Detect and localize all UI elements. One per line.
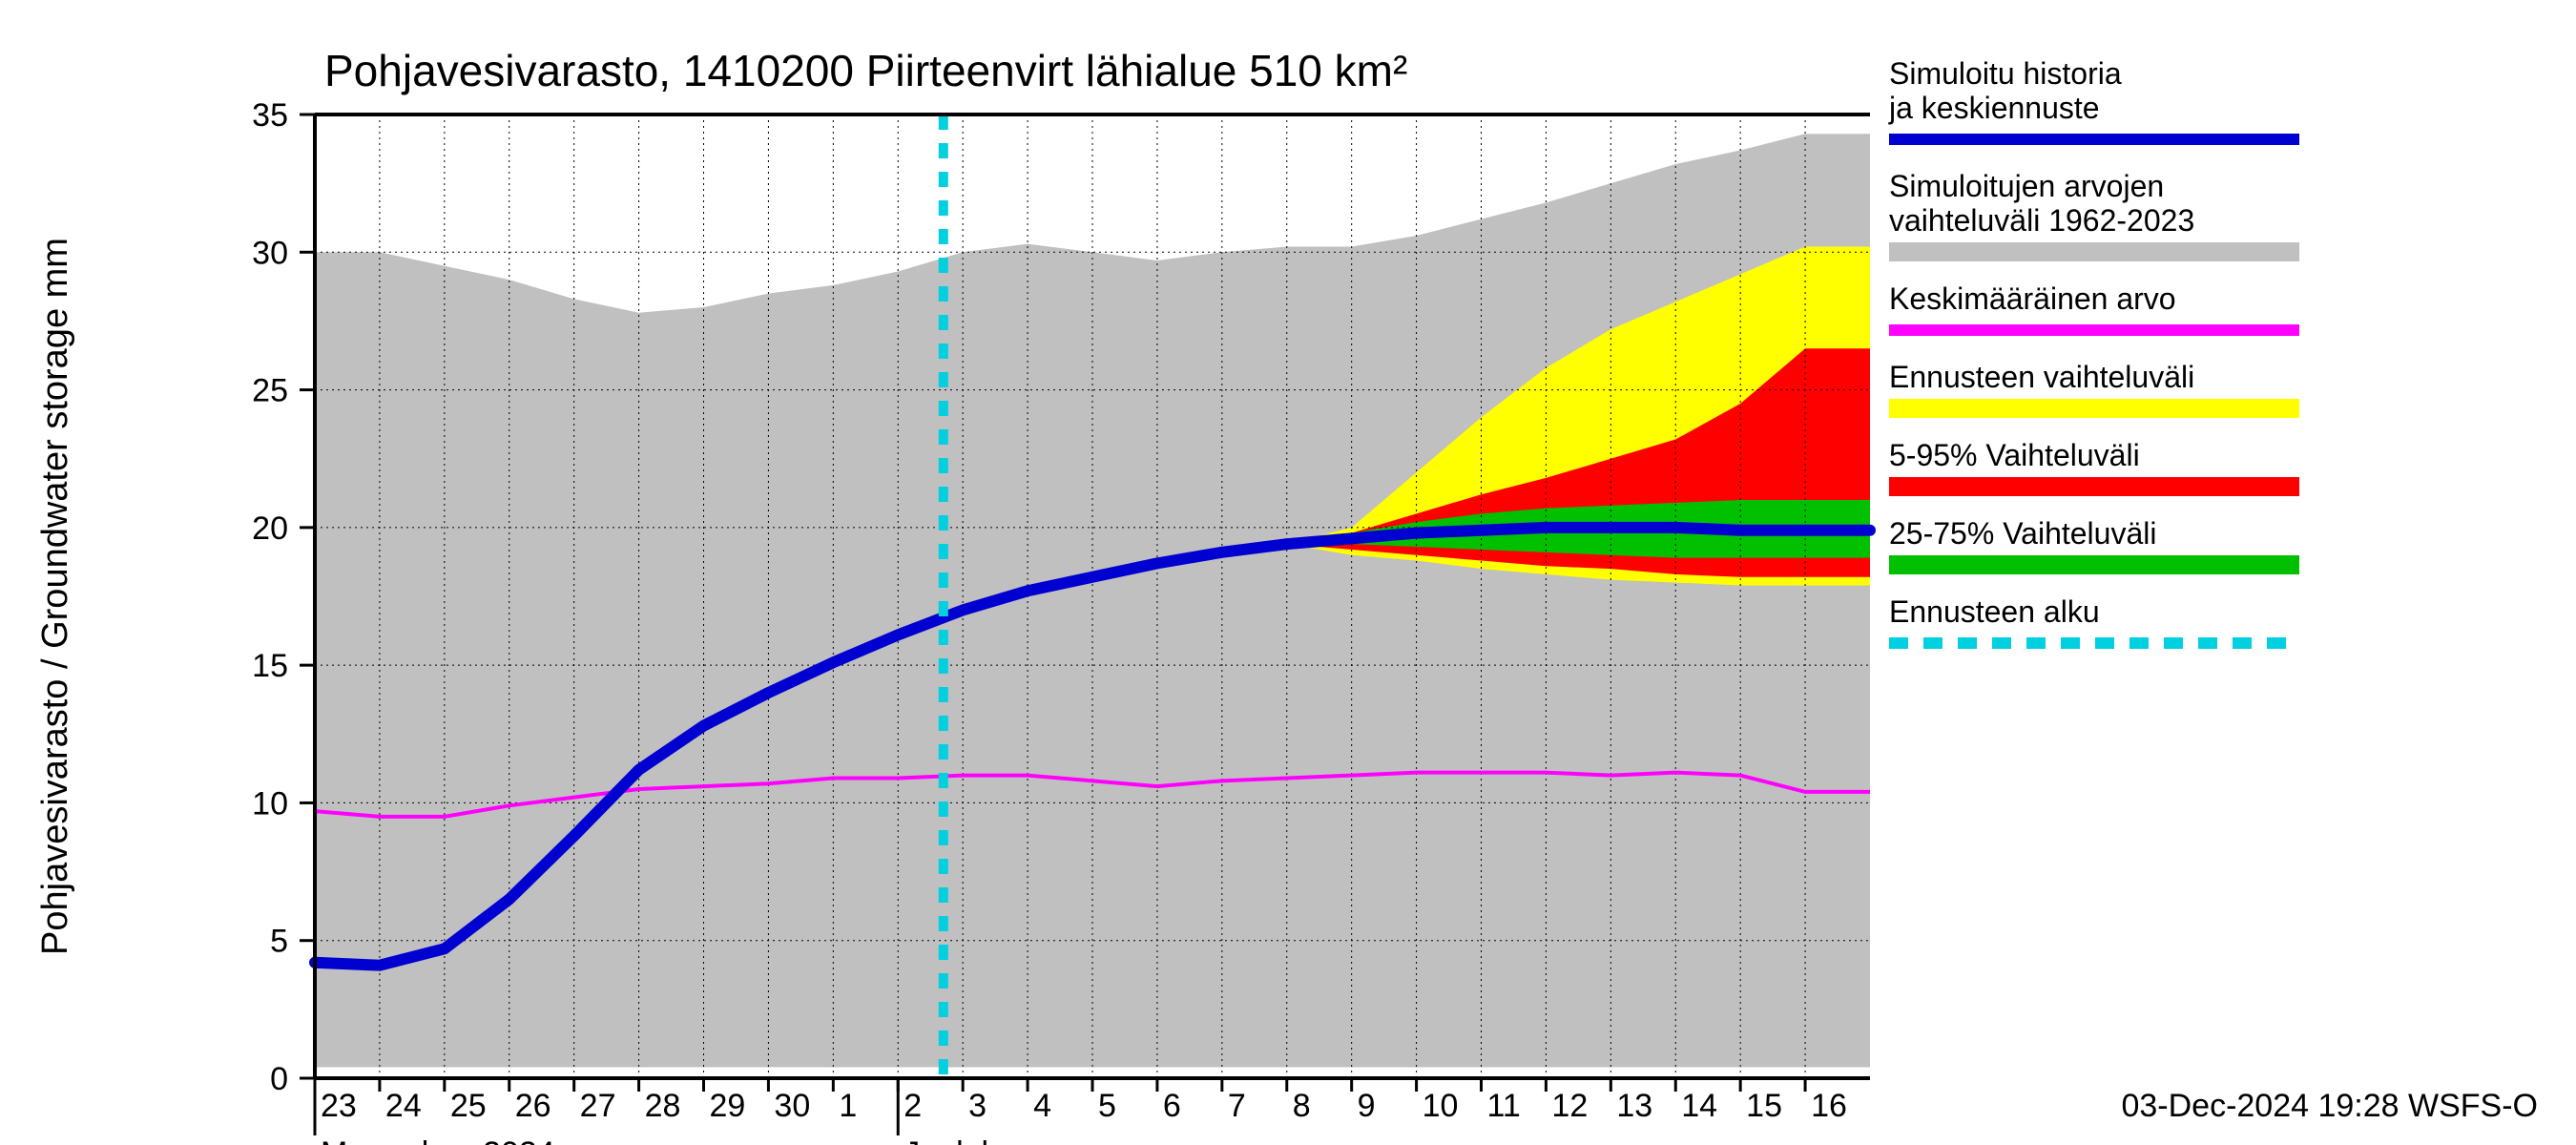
x-tick-label: 10 [1423, 1088, 1459, 1124]
month-label-1: Marraskuu 2024 [321, 1135, 555, 1145]
x-tick-label: 29 [710, 1088, 746, 1124]
chart-title: Pohjavesivarasto, 1410200 Piirteenvirt l… [324, 46, 1407, 95]
y-tick-label: 5 [270, 924, 288, 960]
y-tick-label: 25 [252, 373, 288, 409]
x-tick-label: 23 [321, 1088, 357, 1124]
y-tick-label: 10 [252, 785, 288, 822]
x-tick-label: 26 [515, 1088, 551, 1124]
y-tick-label: 0 [270, 1061, 288, 1097]
x-tick-label: 15 [1746, 1088, 1782, 1124]
legend-swatch [1889, 242, 2299, 261]
groundwater-chart: 0510152025303523242526272829301234567891… [0, 0, 2576, 1145]
legend-label: vaihteluväli 1962-2023 [1889, 203, 2194, 238]
x-tick-label: 13 [1616, 1088, 1652, 1124]
x-tick-label: 6 [1163, 1088, 1181, 1124]
x-tick-label: 27 [580, 1088, 616, 1124]
x-tick-label: 28 [645, 1088, 681, 1124]
legend-label: Simuloitu historia [1889, 56, 2122, 91]
x-tick-label: 2 [904, 1088, 922, 1124]
legend-swatch [1889, 134, 2299, 145]
legend-swatch [1889, 555, 2299, 574]
x-tick-label: 8 [1293, 1088, 1311, 1124]
y-tick-label: 35 [252, 97, 288, 134]
month-label-1: Joulukuu [904, 1135, 1033, 1145]
y-tick-label: 15 [252, 648, 288, 684]
y-axis-label: Pohjavesivarasto / Groundwater storage m… [35, 238, 75, 955]
legend-label: ja keskiennuste [1888, 91, 2100, 125]
x-tick-label: 4 [1033, 1088, 1051, 1124]
x-tick-label: 1 [839, 1088, 857, 1124]
y-tick-label: 30 [252, 235, 288, 271]
y-tick-label: 20 [252, 510, 288, 547]
x-tick-label: 24 [385, 1088, 422, 1124]
x-tick-label: 30 [774, 1088, 810, 1124]
x-tick-label: 25 [450, 1088, 487, 1124]
legend-label: Ennusteen alku [1889, 594, 2100, 629]
x-tick-label: 7 [1228, 1088, 1246, 1124]
x-tick-label: 3 [968, 1088, 987, 1124]
x-tick-label: 16 [1811, 1088, 1847, 1124]
legend-label: 5-95% Vaihteluväli [1889, 438, 2140, 472]
legend-label: Simuloitujen arvojen [1889, 169, 2164, 203]
legend-swatch [1889, 477, 2299, 496]
x-tick-label: 5 [1098, 1088, 1116, 1124]
legend-label: Keskimääräinen arvo [1889, 281, 2176, 316]
x-tick-label: 9 [1358, 1088, 1376, 1124]
x-tick-label: 14 [1681, 1088, 1717, 1124]
legend-swatch [1889, 324, 2299, 336]
legend-label: 25-75% Vaihteluväli [1889, 516, 2156, 551]
legend-label: Ennusteen vaihteluväli [1889, 360, 2194, 394]
legend-swatch [1889, 399, 2299, 418]
x-tick-label: 12 [1551, 1088, 1588, 1124]
chart-footer: 03-Dec-2024 19:28 WSFS-O [2121, 1088, 2538, 1124]
x-tick-label: 11 [1487, 1088, 1521, 1124]
